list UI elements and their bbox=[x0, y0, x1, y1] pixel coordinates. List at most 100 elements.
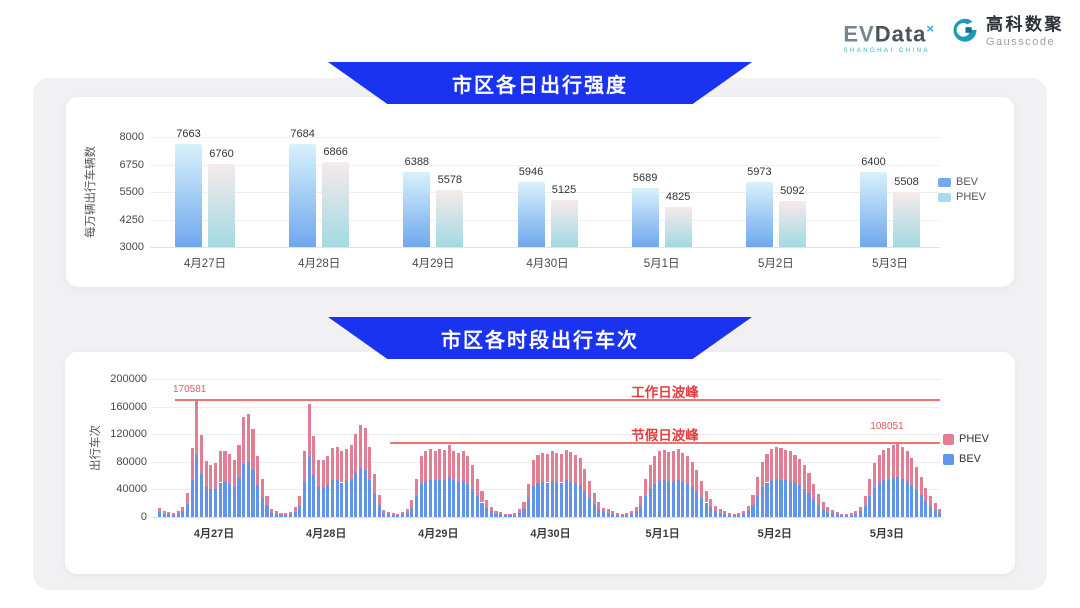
y-tick-label: 120000 bbox=[110, 428, 147, 441]
bev-stack-bar bbox=[162, 513, 166, 517]
x-axis-date-label: 4月29日 bbox=[418, 528, 459, 540]
bev-stack-bar bbox=[578, 485, 582, 517]
phev-stack-bar bbox=[377, 494, 381, 506]
bev-stack-bar bbox=[405, 512, 409, 517]
bev-stack-bar bbox=[863, 505, 867, 517]
y-tick-label: 8000 bbox=[119, 131, 144, 143]
phev-stack-bar bbox=[597, 501, 601, 509]
bev-legend-swatch bbox=[938, 177, 951, 187]
phev-stack-bar bbox=[382, 510, 386, 514]
bev-stack-bar bbox=[606, 512, 610, 517]
bev-value-label: 5946 bbox=[518, 166, 544, 179]
phev-value-label: 5092 bbox=[780, 184, 805, 197]
phev-stack-bar bbox=[186, 492, 190, 504]
phev-stack-bar bbox=[681, 452, 685, 482]
bev-stack-bar bbox=[256, 484, 260, 517]
phev-stack-bar bbox=[405, 508, 409, 513]
bev-stack-bar bbox=[821, 508, 825, 517]
phev-stack-bar bbox=[863, 496, 867, 506]
bev-stack-bar bbox=[597, 508, 601, 517]
bev-stack-bar bbox=[802, 488, 806, 517]
phev-stack-bar bbox=[765, 453, 769, 483]
bev-value-label: 5973 bbox=[747, 165, 772, 178]
phev-stack-bar bbox=[900, 446, 905, 480]
phev-legend-swatch bbox=[938, 192, 951, 202]
phev-stack-bar bbox=[667, 452, 671, 482]
bev-stack-bar bbox=[569, 481, 573, 517]
phev-stack-bar bbox=[274, 511, 278, 515]
phev-stack-bar bbox=[709, 499, 713, 508]
phev-stack-bar bbox=[620, 513, 624, 516]
phev-bar bbox=[208, 164, 235, 247]
bev-stack-bar bbox=[499, 514, 503, 517]
bev-stack-bar bbox=[447, 476, 451, 517]
chart1-title: 市区各日出行强度 bbox=[452, 74, 628, 97]
phev-value-label: 5508 bbox=[894, 175, 919, 188]
x-axis-date-label: 4月28日 bbox=[306, 528, 347, 540]
gridline bbox=[152, 406, 940, 408]
bev-stack-bar bbox=[592, 503, 596, 517]
phev-stack-bar bbox=[494, 510, 498, 514]
phev-stack-bar bbox=[700, 481, 704, 498]
y-tick-label: 6750 bbox=[119, 158, 144, 171]
phev-stack-bar bbox=[433, 450, 437, 481]
y-tick-label: 200000 bbox=[110, 373, 147, 385]
phev-stack-bar bbox=[438, 448, 442, 480]
phev-stack-bar bbox=[354, 434, 358, 473]
bev-stack-bar bbox=[601, 512, 605, 517]
phev-stack-bar bbox=[802, 464, 806, 489]
legend-item-phev: PHEV bbox=[943, 433, 989, 445]
bev-stack-bar bbox=[798, 485, 802, 517]
phev-stack-bar bbox=[583, 468, 587, 491]
bev-stack-bar bbox=[214, 488, 218, 517]
bev-stack-bar bbox=[928, 505, 933, 517]
bev-stack-bar bbox=[270, 512, 274, 517]
x-axis-date-label: 4月27日 bbox=[183, 258, 227, 270]
bev-stack-bar bbox=[326, 484, 330, 517]
bev-stack-bar bbox=[424, 481, 428, 517]
phev-stack-bar bbox=[195, 399, 199, 455]
bev-stack-bar bbox=[335, 479, 339, 517]
phev-stack-bar bbox=[919, 476, 923, 495]
phev-stack-bar bbox=[653, 456, 657, 484]
bev-stack-bar bbox=[905, 481, 909, 517]
phev-stack-bar bbox=[447, 444, 451, 477]
bev-stack-bar bbox=[854, 513, 858, 517]
bev-stack-bar bbox=[872, 488, 876, 517]
bev-stack-bar bbox=[849, 514, 853, 517]
bev-stack-bar bbox=[770, 479, 774, 517]
x-axis-date-label: 5月1日 bbox=[643, 258, 680, 270]
bev-stack-bar bbox=[667, 481, 671, 517]
phev-stack-bar bbox=[816, 493, 820, 505]
phev-stack-bar bbox=[746, 505, 750, 512]
bev-bar bbox=[745, 181, 773, 247]
phev-stack-bar bbox=[807, 472, 811, 493]
bev-stack-bar bbox=[555, 481, 559, 517]
phev-stack-bar bbox=[246, 413, 250, 462]
phev-stack-bar bbox=[349, 445, 353, 480]
bev-stack-bar bbox=[414, 496, 419, 517]
bev-bar bbox=[175, 144, 202, 247]
gausscode-cn: 高科数聚 bbox=[986, 15, 1064, 34]
phev-stack-bar bbox=[288, 512, 292, 515]
phev-bar bbox=[550, 200, 578, 247]
phev-stack-bar bbox=[489, 506, 493, 512]
bev-stack-bar bbox=[513, 514, 517, 517]
phev-stack-bar bbox=[326, 456, 330, 485]
phev-stack-bar bbox=[452, 450, 456, 481]
bev-stack-bar bbox=[232, 487, 236, 517]
phev-stack-bar bbox=[499, 512, 503, 515]
bev-stack-bar bbox=[167, 514, 171, 517]
gridline bbox=[150, 219, 940, 221]
bev-stack-bar bbox=[158, 512, 162, 517]
bev-stack-bar bbox=[756, 495, 760, 517]
phev-stack-bar bbox=[886, 448, 891, 480]
phev-stack-bar bbox=[676, 449, 680, 481]
phev-stack-bar bbox=[260, 479, 264, 497]
bev-bar bbox=[860, 172, 888, 247]
workday-peak-value: 170581 bbox=[173, 384, 207, 396]
phev-stack-bar bbox=[704, 490, 708, 503]
bev-stack-bar bbox=[807, 492, 811, 517]
bev-stack-bar bbox=[480, 502, 484, 517]
bev-stack-bar bbox=[485, 507, 489, 517]
